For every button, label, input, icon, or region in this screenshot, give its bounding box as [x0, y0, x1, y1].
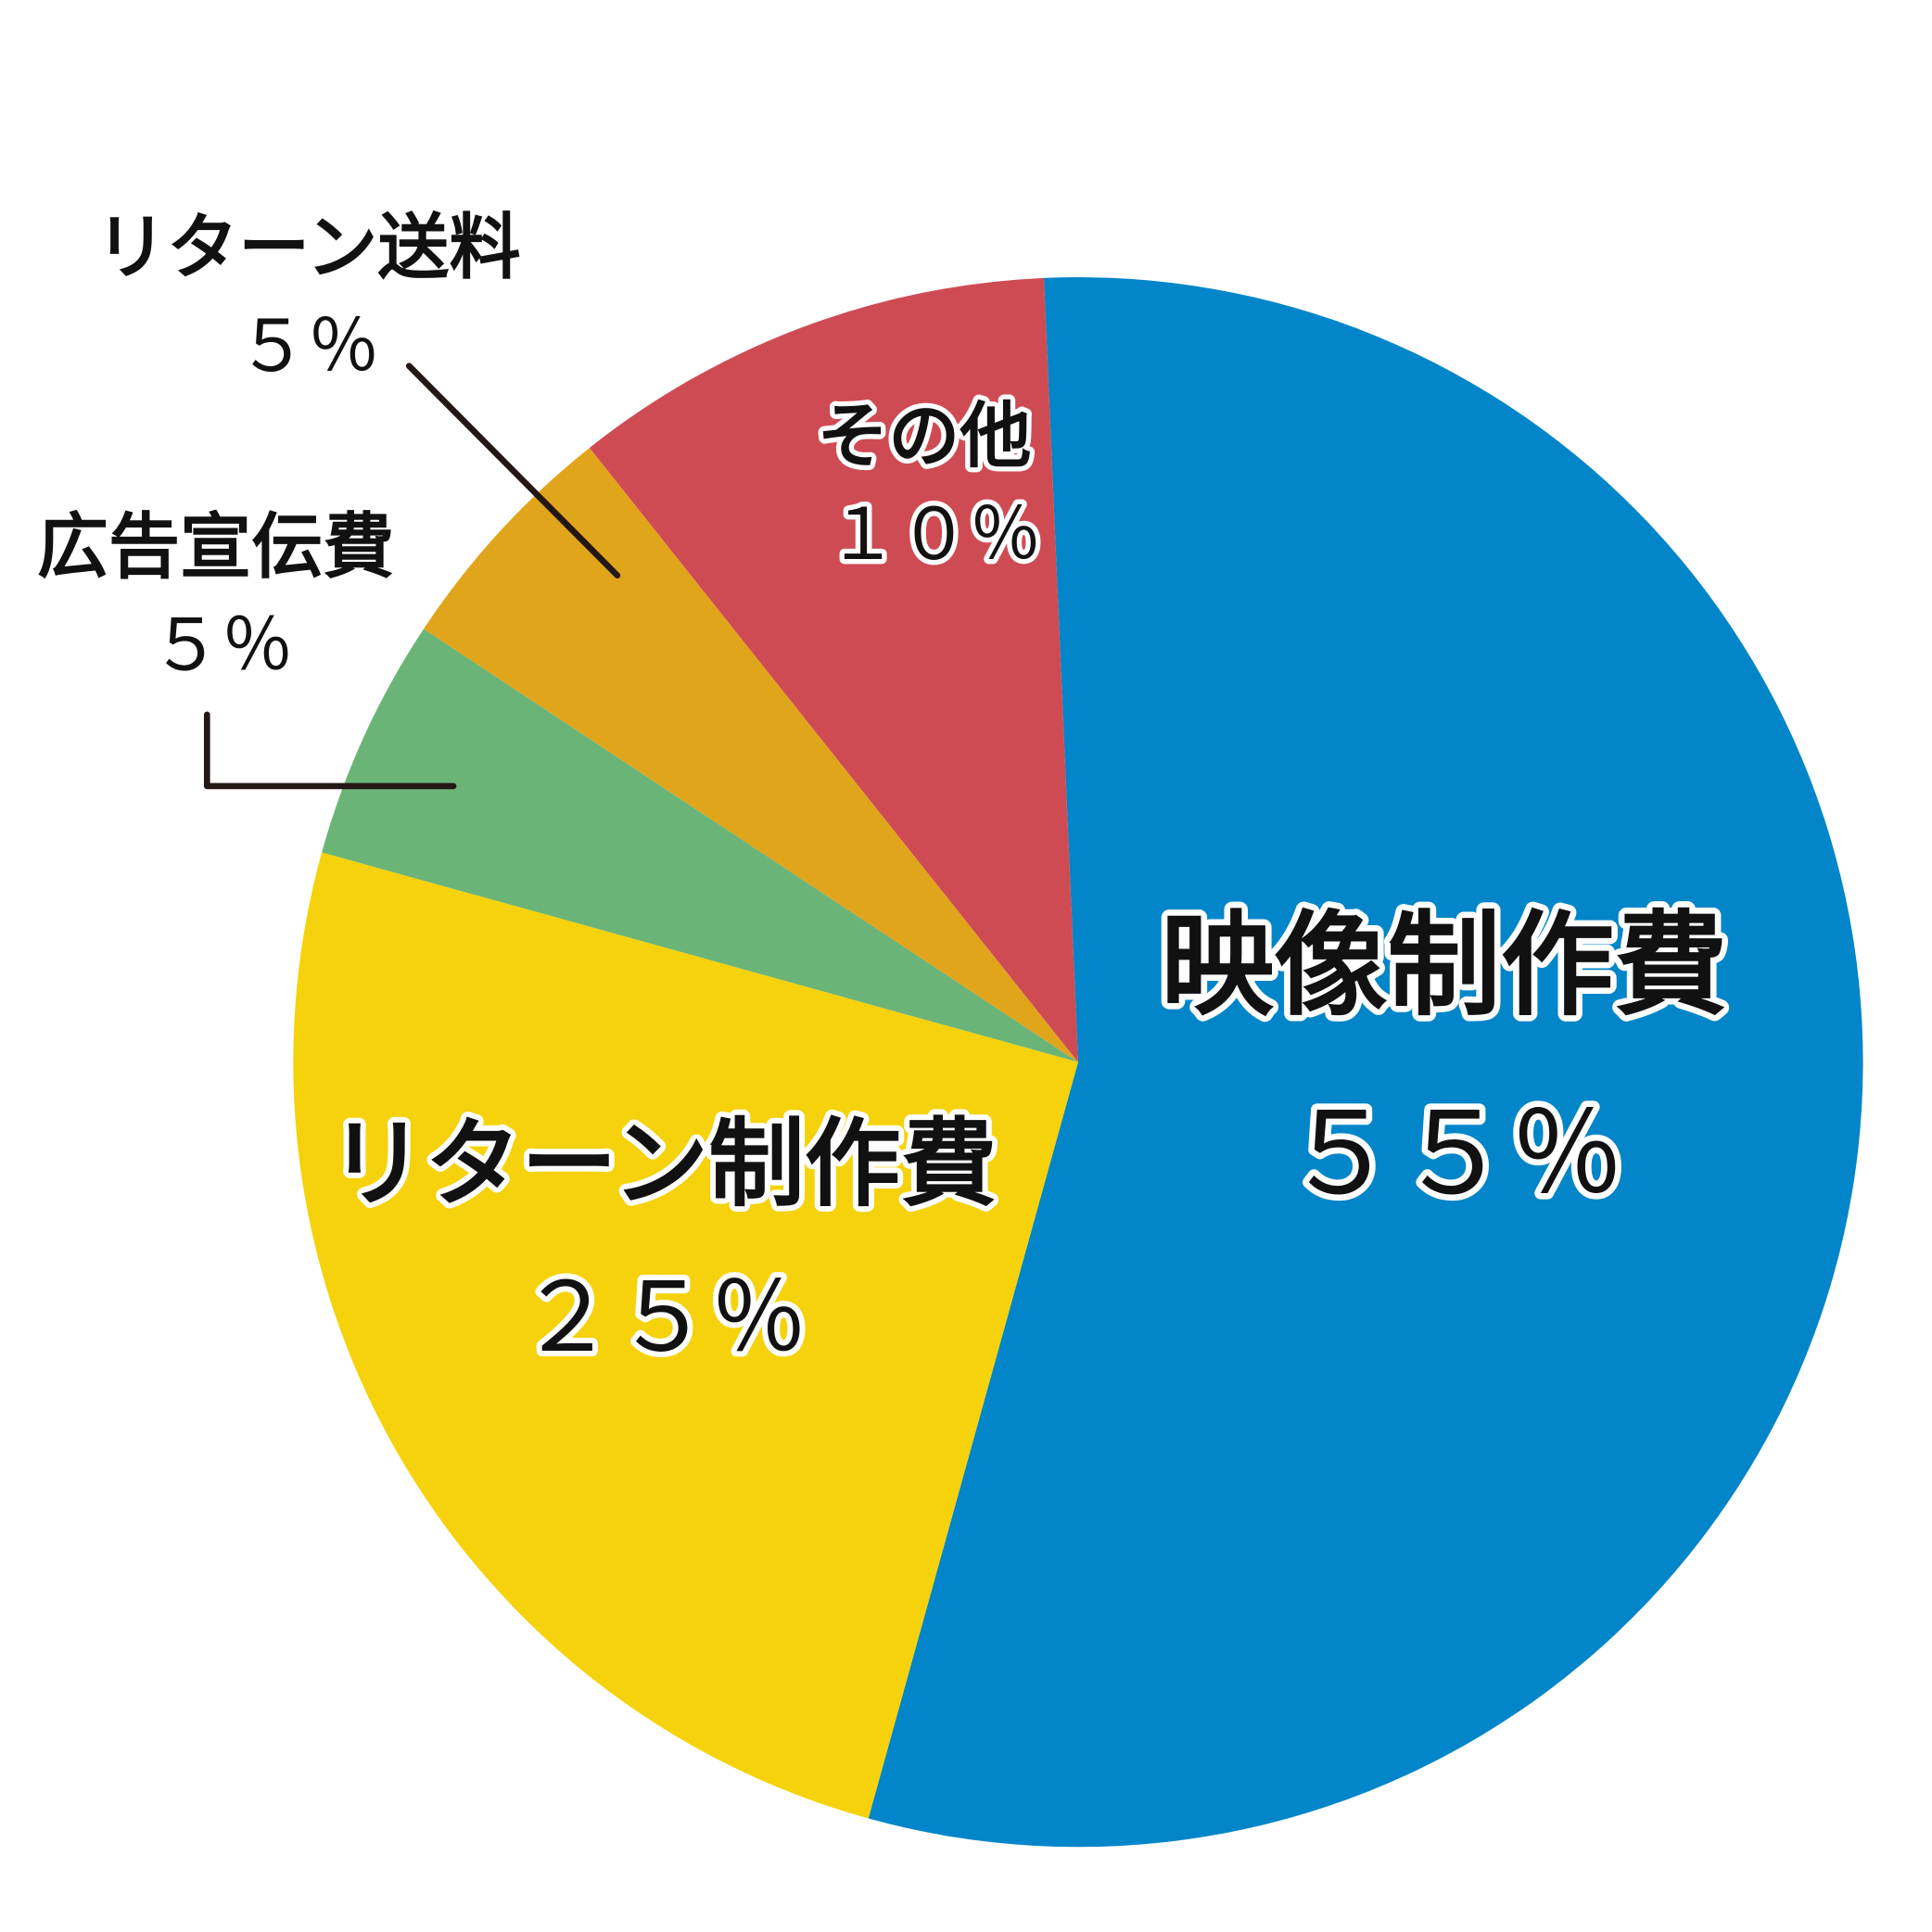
- value-label: ２５％: [519, 1263, 807, 1374]
- pie: [293, 277, 1863, 1848]
- slice-label: リターン送料: [95, 206, 521, 289]
- slice-label: その他: [817, 395, 1031, 478]
- pie-slice: [423, 448, 1078, 1062]
- value-label: １０％: [827, 493, 1041, 577]
- pie-slice: [322, 629, 1078, 1062]
- slice-label: リターン制作費: [329, 1109, 997, 1220]
- leader-line: [203, 711, 457, 790]
- slice-label: 広告宣伝費: [37, 505, 394, 589]
- slice-label: 映像制作費: [1161, 900, 1727, 1032]
- pie-slice: [293, 852, 1078, 1819]
- value-label: ５％: [150, 604, 293, 688]
- leader-line: [405, 362, 621, 579]
- value-label: ５％: [236, 305, 379, 388]
- labels: 映像制作費 ５５％ リターン制作費 ２５％ 広告宣伝費 ５％ リターン送料 ５％ その他 １０％: [37, 206, 1734, 1379]
- value-label: ５５％: [1284, 1088, 1624, 1220]
- pie-slice: [589, 277, 1078, 1062]
- pie-slice: [868, 277, 1863, 1848]
